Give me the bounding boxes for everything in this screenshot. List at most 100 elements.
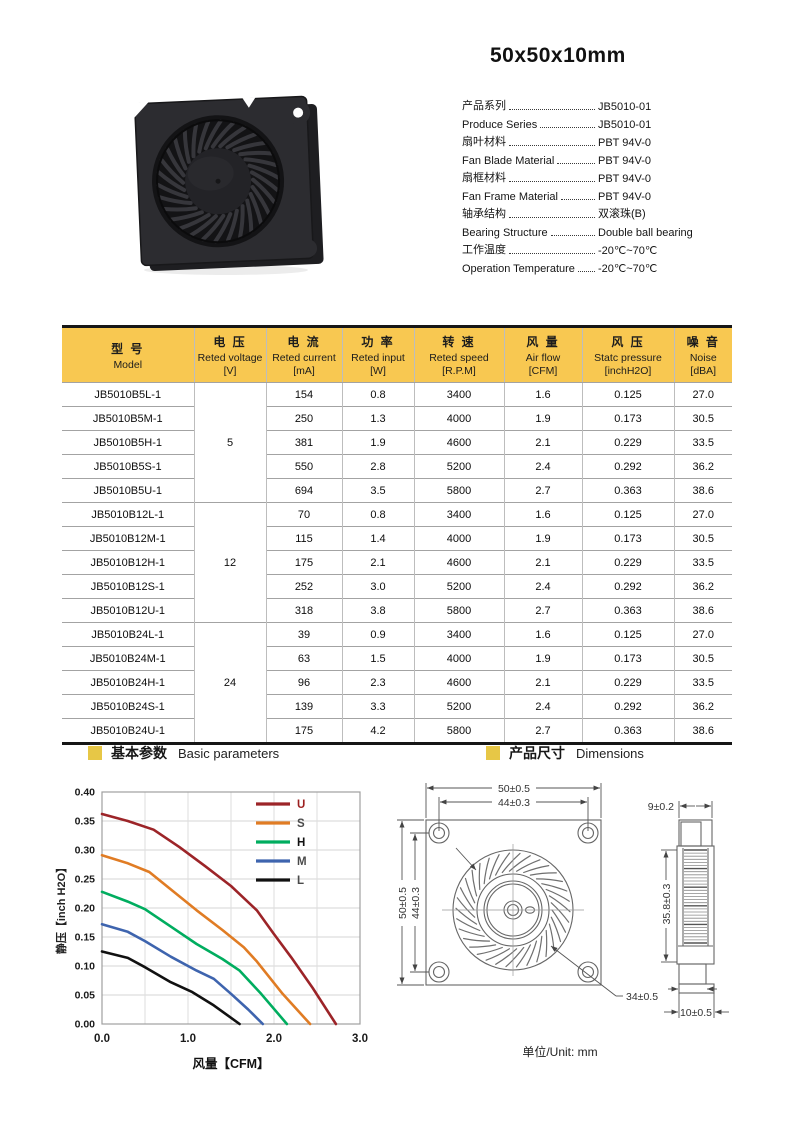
spec-row: 轴承结构 双滚珠(B) xyxy=(462,203,742,221)
value-cell: 3.0 xyxy=(341,574,414,599)
value-cell: 63 xyxy=(265,646,342,671)
table-row: JB5010B5L-1 5 154 0.8 3400 1.6 0.125 27.0 xyxy=(62,382,732,503)
value-cell: 4600 xyxy=(413,550,504,575)
spec-row: 工作温度 -20℃~70℃ xyxy=(462,239,742,257)
spec-row: Produce Series JB5010-01 xyxy=(462,113,742,131)
dim-impeller-diameter: 34±0.5 xyxy=(626,991,658,1003)
value-cell: 154 xyxy=(265,382,342,407)
value-cell: 2.1 xyxy=(341,550,414,575)
legend-label-M: M xyxy=(297,856,307,868)
section-title-en: Basic parameters xyxy=(178,745,280,761)
value-cell: 36.2 xyxy=(673,694,732,719)
value-cell: 2.3 xyxy=(341,670,414,695)
model-cell: JB5010B12S-1 xyxy=(62,574,194,599)
dotted-leader xyxy=(509,181,595,182)
table-row: JB5010B24M-1 63 1.5 4000 1.9 0.173 30.5 xyxy=(62,646,732,671)
value-cell: 5800 xyxy=(413,478,504,503)
table-row: JB5010B24S-1 139 3.3 5200 2.4 0.292 36.2 xyxy=(62,694,732,719)
value-cell: 1.9 xyxy=(503,646,582,671)
x-tick-label: 3.0 xyxy=(352,1033,368,1045)
dim-side-height: 35.8±0.3 xyxy=(661,883,673,924)
dotted-leader xyxy=(577,271,595,272)
model-cell: JB5010B24S-1 xyxy=(62,694,194,719)
column-header: 噪 音 Noise [dBA] xyxy=(673,326,732,383)
value-cell: 1.5 xyxy=(341,646,414,671)
table-row: JB5010B24H-1 96 2.3 4600 2.1 0.229 33.5 xyxy=(62,670,732,695)
y-tick-label: 0.30 xyxy=(75,845,96,857)
section-title-en: Dimensions xyxy=(576,745,644,761)
value-cell: 0.173 xyxy=(581,526,674,551)
value-cell: 3.3 xyxy=(341,694,414,719)
value-cell: 175 xyxy=(265,718,342,744)
value-cell: 1.9 xyxy=(341,430,414,455)
value-cell: 30.5 xyxy=(673,526,732,551)
model-cell: JB5010B24H-1 xyxy=(62,670,194,695)
screw-hole xyxy=(293,107,304,118)
voltage-cell: 5 xyxy=(193,382,266,503)
value-cell: 3400 xyxy=(413,622,504,647)
dimension-views: 50±0.5 44±0.3 50±0.5 44±0.3 34±0.5 xyxy=(397,783,729,1059)
table-row: JB5010B5U-1 694 3.5 5800 2.7 0.363 38.6 xyxy=(62,478,732,503)
column-header: 风 压 Statc pressure [inchH2O] xyxy=(581,326,674,383)
value-cell: 3400 xyxy=(413,502,504,527)
value-cell: 5800 xyxy=(413,598,504,623)
value-cell: 0.229 xyxy=(581,670,674,695)
value-cell: 0.292 xyxy=(581,694,674,719)
value-cell: 33.5 xyxy=(673,430,732,455)
value-cell: 0.229 xyxy=(581,550,674,575)
dotted-leader xyxy=(509,145,595,146)
model-cell: JB5010B12L-1 xyxy=(62,502,194,527)
value-cell: 1.6 xyxy=(503,382,582,407)
spec-label: Operation Temperature xyxy=(462,263,575,275)
dim-front-inner-height: 44±0.3 xyxy=(410,887,422,919)
y-axis-title: 静压【inch H2O】 xyxy=(54,862,68,954)
column-header: 转 速 Reted speed [R.P.M] xyxy=(413,326,504,383)
value-cell: 0.363 xyxy=(581,478,674,503)
value-cell: 2.1 xyxy=(503,550,582,575)
value-cell: 4600 xyxy=(413,430,504,455)
y-tick-label: 0.35 xyxy=(75,816,96,828)
value-cell: 175 xyxy=(265,550,342,575)
value-cell: 38.6 xyxy=(673,478,732,503)
value-cell: 3.8 xyxy=(341,598,414,623)
table-row: JB5010B12L-1 12 70 0.8 3400 1.6 0.125 27.0 xyxy=(62,502,732,623)
value-cell: 139 xyxy=(265,694,342,719)
spec-value: JB5010-01 xyxy=(598,101,652,113)
spec-label: Fan Frame Material xyxy=(462,191,558,203)
value-cell: 3400 xyxy=(413,382,504,407)
table-row: JB5010B12U-1 318 3.8 5800 2.7 0.363 38.6 xyxy=(62,598,732,623)
column-header: 电 流 Reted current [mA] xyxy=(265,326,342,383)
plot-border xyxy=(101,791,361,1025)
model-cell: JB5010B12M-1 xyxy=(62,526,194,551)
dotted-leader xyxy=(509,109,595,110)
series-line-M xyxy=(100,922,265,1026)
value-cell: 2.4 xyxy=(503,574,582,599)
model-cell: JB5010B5U-1 xyxy=(62,478,194,503)
legend-label-U: U xyxy=(297,799,305,811)
model-cell: JB5010B24L-1 xyxy=(62,622,194,647)
model-cell: JB5010B5L-1 xyxy=(94,388,162,401)
fan-body xyxy=(133,95,324,272)
value-cell: 38.6 xyxy=(673,598,732,623)
value-cell: 1.6 xyxy=(503,622,582,647)
spec-table: 型 号 Model 电 压 Reted voltage [V] 电 流 Rete… xyxy=(62,325,732,745)
value-cell: 0.363 xyxy=(581,598,674,623)
series-line-S xyxy=(100,853,312,1026)
value-cell: 2.1 xyxy=(503,670,582,695)
table-row: JB5010B5S-1 550 2.8 5200 2.4 0.292 36.2 xyxy=(62,454,732,479)
spec-label: 扇框材料 xyxy=(462,172,506,184)
value-cell: 5200 xyxy=(413,694,504,719)
spec-label: 产品系列 xyxy=(462,100,506,112)
dim-front-outer-width: 50±0.5 xyxy=(498,783,530,795)
impeller-blades xyxy=(156,119,280,244)
table-row: JB5010B12S-1 252 3.0 5200 2.4 0.292 36.2 xyxy=(62,574,732,599)
page-title: 50x50x10mm xyxy=(490,44,626,67)
value-cell: 2.4 xyxy=(503,454,582,479)
spec-label: Bearing Structure xyxy=(462,227,548,239)
value-cell: 1.9 xyxy=(503,406,582,431)
value-cell: 0.9 xyxy=(341,622,414,647)
dotted-leader xyxy=(509,253,595,254)
column-header: 功 率 Reted input [W] xyxy=(341,326,414,383)
value-cell: 1.4 xyxy=(341,526,414,551)
